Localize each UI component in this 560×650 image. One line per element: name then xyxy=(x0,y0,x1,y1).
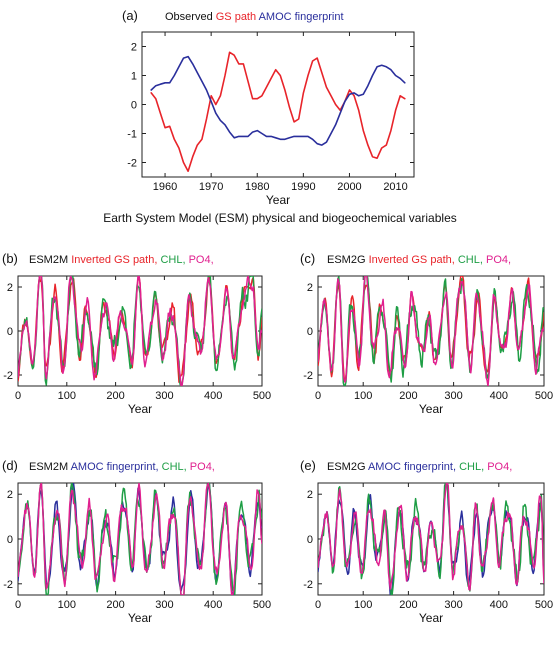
panel-a-label: (a) xyxy=(122,8,138,23)
panel-d-x-tick-label: 200 xyxy=(106,599,124,611)
panel-d-x-tick-label: 300 xyxy=(155,599,173,611)
panel-d-x-axis-label: Year xyxy=(128,611,152,625)
panel-e-series-group xyxy=(318,483,544,595)
panel-e-x-axis-label: Year xyxy=(419,611,443,625)
panel-e-series-chl xyxy=(318,483,544,595)
panel-a-y-tick-label: -2 xyxy=(127,158,137,170)
panel-b-x-tick-label: 200 xyxy=(106,390,124,402)
panel-b-y-tick-label: -2 xyxy=(3,370,13,382)
panel-a-x-tick-label: 1980 xyxy=(245,181,269,193)
panel-d-y-tick-label: -2 xyxy=(3,579,13,591)
panel-b-y-tick-label: 2 xyxy=(7,282,13,294)
panel-d-x-tick-label: 400 xyxy=(204,599,222,611)
panel-c-x-tick-label: 200 xyxy=(399,390,417,402)
panel-e-y-tick-label: -2 xyxy=(303,579,313,591)
model-name: ESM2M xyxy=(29,254,71,266)
legend-entry: PO4, xyxy=(487,461,512,473)
panel-a-legend: Observed GS path AMOC fingerprint xyxy=(165,11,344,23)
legend-entry: GS path xyxy=(216,11,259,23)
model-name: ESM2M xyxy=(29,461,71,473)
panel-c-x-tick-label: 100 xyxy=(354,390,372,402)
panel-e-x-tick-label: 500 xyxy=(535,599,553,611)
panel-a-x-tick-label: 2010 xyxy=(383,181,407,193)
legend-entry: CHL, xyxy=(162,461,190,473)
panel-b-series-po4 xyxy=(18,276,262,386)
legend-entry: CHL, xyxy=(160,254,188,266)
panel-d-label: (d) xyxy=(2,458,18,473)
model-name: ESM2G xyxy=(327,461,368,473)
panel-a-plot-frame xyxy=(141,31,415,178)
panel-a-x-tick-label: 1990 xyxy=(291,181,315,193)
panel-d-y-tick-label: 2 xyxy=(7,489,13,501)
panel-d-y-tick-label: 0 xyxy=(7,534,13,546)
legend-entry: CHL, xyxy=(459,461,487,473)
legend-entry: AMOC fingerprint, xyxy=(71,461,162,473)
panel-c-series-chl xyxy=(318,276,544,386)
panel-a-series-amoc-fingerprint xyxy=(150,55,406,146)
panel-c-x-tick-label: 300 xyxy=(444,390,462,402)
panel-b-x-axis-label: Year xyxy=(128,402,152,416)
panel-a-x-tick-label: 1970 xyxy=(199,181,223,193)
panel-c-x-tick-label: 500 xyxy=(535,390,553,402)
panel-b-x-tick-label: 500 xyxy=(253,390,271,402)
panel-a-y-tick-label: -1 xyxy=(127,129,137,141)
panel-d-x-tick-label: 500 xyxy=(253,599,271,611)
panel-e-series-po4 xyxy=(318,483,544,591)
panel-c-legend: ESM2G Inverted GS path, CHL, PO4, xyxy=(327,254,511,266)
panel-b-label: (b) xyxy=(2,251,18,266)
panel-d-series-po4 xyxy=(18,483,262,595)
legend-entry: PO4, xyxy=(486,254,511,266)
panel-b-x-tick-label: 100 xyxy=(58,390,76,402)
panel-b-y-tick-label: 0 xyxy=(7,326,13,338)
legend-entry: PO4, xyxy=(190,461,215,473)
panel-b-x-tick-label: 400 xyxy=(204,390,222,402)
panel-b-x-tick-label: 300 xyxy=(155,390,173,402)
panel-c-x-axis-label: Year xyxy=(419,402,443,416)
panel-d-legend: ESM2M AMOC fingerprint, CHL, PO4, xyxy=(29,461,215,473)
panel-d-series-group xyxy=(18,483,262,595)
panel-c-x-tick-label: 400 xyxy=(490,390,508,402)
panel-e-x-tick-label: 100 xyxy=(354,599,372,611)
panel-b-x-tick-label: 0 xyxy=(15,390,21,402)
panel-c-y-tick-label: 0 xyxy=(307,326,313,338)
model-name: ESM2G xyxy=(327,254,369,266)
panel-a-y-tick-label: 2 xyxy=(131,42,137,54)
legend-entry: AMOC fingerprint, xyxy=(368,461,459,473)
panel-c-y-tick-label: 2 xyxy=(307,282,313,294)
legend-entry: CHL, xyxy=(458,254,486,266)
panel-a-y-tick-label: 1 xyxy=(131,71,137,83)
panel-e-y-tick-label: 2 xyxy=(307,489,313,501)
panel-e-x-tick-label: 400 xyxy=(490,599,508,611)
legend-entry: PO4, xyxy=(189,254,214,266)
panel-e-x-tick-label: 0 xyxy=(315,599,321,611)
panel-a-x-tick-label: 1960 xyxy=(153,181,177,193)
panel-a-x-tick-label: 2000 xyxy=(337,181,361,193)
panel-e-label: (e) xyxy=(300,458,316,473)
figure-caption: Earth System Model (ESM) physical and bi… xyxy=(103,211,457,225)
legend-entry: Inverted GS path, xyxy=(369,254,458,266)
panel-a-y-tick-label: 0 xyxy=(131,100,137,112)
panel-c-series-group xyxy=(318,276,544,386)
panel-e-y-tick-label: 0 xyxy=(307,534,313,546)
panel-d-x-tick-label: 100 xyxy=(58,599,76,611)
panel-e-x-tick-label: 200 xyxy=(399,599,417,611)
legend-entry: Inverted GS path, xyxy=(71,254,160,266)
panel-c-label: (c) xyxy=(300,251,315,266)
panel-b-legend: ESM2M Inverted GS path, CHL, PO4, xyxy=(29,254,214,266)
panel-a-x-axis-label: Year xyxy=(266,193,290,207)
panel-c-y-tick-label: -2 xyxy=(303,370,313,382)
panel-e-x-tick-label: 300 xyxy=(444,599,462,611)
panel-e-legend: ESM2G AMOC fingerprint, CHL, PO4, xyxy=(327,461,512,473)
panel-c-x-tick-label: 0 xyxy=(315,390,321,402)
panel-d-x-tick-label: 0 xyxy=(15,599,21,611)
panel-a-series-gs-path xyxy=(150,51,406,172)
panel-b-series-group xyxy=(18,276,262,386)
legend-prefix: Observed xyxy=(165,11,216,23)
panel-c-series-po4 xyxy=(318,276,544,386)
legend-entry: AMOC fingerprint xyxy=(259,11,344,23)
